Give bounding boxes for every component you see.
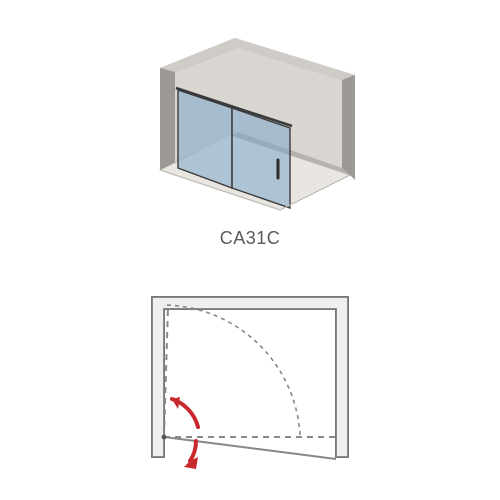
plan-swing-arc	[166, 305, 300, 435]
isometric-view	[120, 20, 380, 220]
plan-arrow-in-head	[168, 393, 180, 409]
plan-arrow-out	[190, 441, 196, 461]
plan-svg	[140, 277, 360, 477]
plan-view	[140, 277, 360, 477]
isometric-svg	[120, 20, 380, 220]
iso-wall-right-outer	[342, 75, 355, 180]
plan-hinge	[162, 435, 167, 440]
plan-wall	[152, 297, 348, 457]
plan-wall-fill	[152, 297, 348, 457]
product-code-label: CA31C	[220, 228, 281, 249]
plan-door-outswing	[164, 437, 336, 459]
